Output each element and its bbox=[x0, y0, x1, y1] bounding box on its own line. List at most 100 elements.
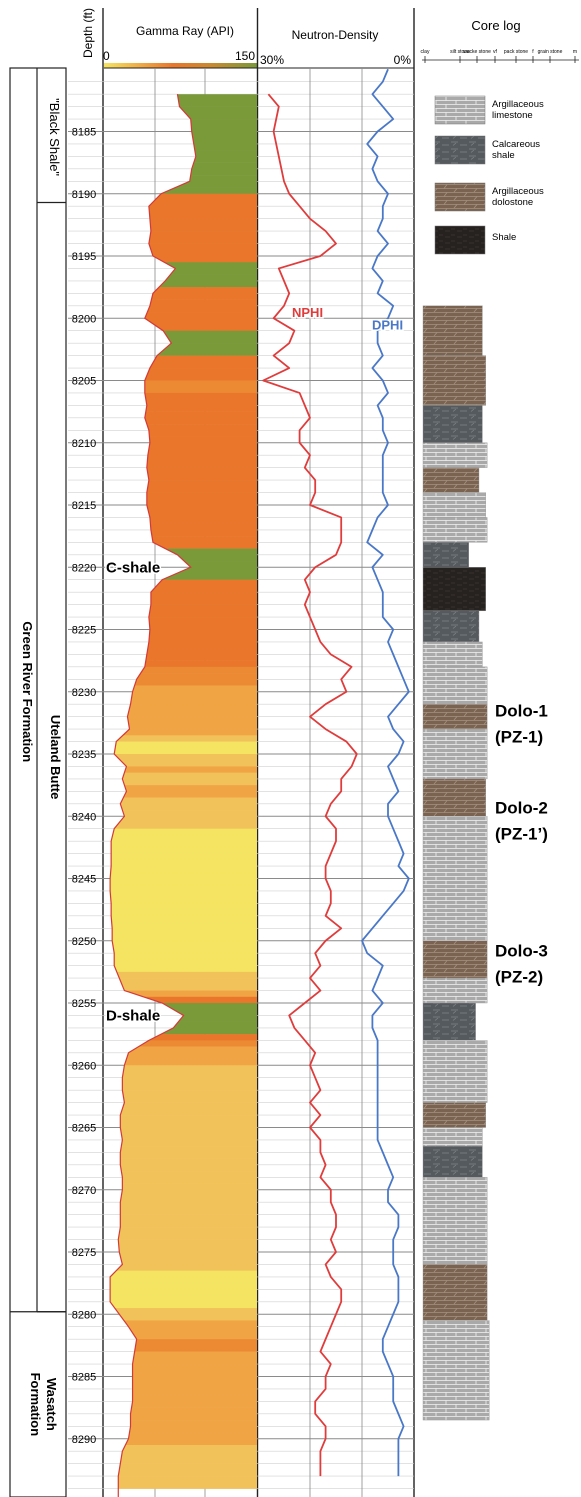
gamma-ray-band bbox=[104, 860, 257, 867]
gamma-ray-band bbox=[104, 524, 257, 531]
gamma-ray-band bbox=[104, 1109, 257, 1116]
depth-tick-label: 8240 bbox=[72, 811, 96, 823]
core-interval-limestone bbox=[423, 978, 487, 1003]
legend-label: limestone bbox=[492, 110, 533, 121]
gamma-ray-band bbox=[104, 798, 257, 805]
gamma-ray-band bbox=[104, 163, 257, 170]
neutron-density-title: Neutron-Density bbox=[292, 28, 379, 42]
gamma-ray-band bbox=[104, 997, 257, 1004]
gamma-ray-band bbox=[104, 517, 257, 524]
gamma-ray-band bbox=[104, 1115, 257, 1122]
gamma-ray-band bbox=[104, 729, 257, 736]
depth-tick-labels: 8185819081958200820582108215822082258230… bbox=[72, 127, 96, 1446]
core-scale-label: m bbox=[573, 49, 577, 55]
gamma-ray-band bbox=[104, 437, 257, 444]
legend-label: Argillaceous bbox=[492, 186, 544, 197]
gamma-ray-band bbox=[104, 181, 257, 188]
gamma-ray-band bbox=[104, 1215, 257, 1222]
gamma-ray-band bbox=[104, 1140, 257, 1147]
gamma-ray-band bbox=[104, 331, 257, 338]
gamma-ray-band bbox=[104, 1408, 257, 1415]
gamma-ray-band bbox=[104, 275, 257, 282]
gamma-ray-band bbox=[104, 1352, 257, 1359]
depth-tick-label: 8235 bbox=[72, 749, 96, 761]
gamma-ray-band bbox=[104, 94, 257, 101]
depth-axis-label: Depth (ft) bbox=[81, 8, 95, 58]
gamma-ray-band bbox=[104, 1059, 257, 1066]
formation-label-line: Wasatch bbox=[44, 1378, 59, 1431]
gamma-ray-band bbox=[104, 748, 257, 755]
gamma-ray-band bbox=[104, 511, 257, 518]
gamma-ray-band bbox=[104, 480, 257, 487]
gamma-ray-band bbox=[104, 1277, 257, 1284]
legend-label: shale bbox=[492, 150, 515, 161]
gamma-ray-band bbox=[104, 580, 257, 587]
depth-tick-label: 8260 bbox=[72, 1060, 96, 1072]
core-interval-calc-shale bbox=[423, 1146, 482, 1177]
nd-scale-left: 30% bbox=[260, 53, 284, 67]
gamma-ray-band bbox=[104, 1121, 257, 1128]
gamma-ray-band bbox=[104, 1264, 257, 1271]
gamma-ray-track: C-shaleD-shale bbox=[104, 94, 257, 1497]
formation-label-wasatch: WasatchFormation bbox=[28, 1373, 59, 1437]
core-interval-calc-shale bbox=[423, 405, 482, 442]
gamma-ray-band bbox=[104, 1171, 257, 1178]
gamma-ray-band bbox=[104, 1445, 257, 1452]
gamma-ray-scale-max: 150 bbox=[235, 49, 255, 63]
gamma-ray-band bbox=[104, 623, 257, 630]
gamma-ray-band bbox=[104, 231, 257, 238]
gamma-ray-band bbox=[104, 194, 257, 201]
core-interval-calc-shale bbox=[423, 542, 469, 567]
core-interval-shale bbox=[423, 567, 486, 611]
gamma-ray-band bbox=[104, 1146, 257, 1153]
gamma-ray-band bbox=[104, 188, 257, 195]
gamma-ray-band bbox=[104, 1128, 257, 1135]
core-interval-dolostone bbox=[423, 1264, 487, 1320]
gamma-ray-band bbox=[104, 468, 257, 475]
gamma-ray-band bbox=[104, 1364, 257, 1371]
gamma-ray-band bbox=[104, 206, 257, 213]
gamma-ray-band bbox=[104, 1103, 257, 1110]
depth-tick-label: 8225 bbox=[72, 625, 96, 637]
gamma-ray-band bbox=[104, 493, 257, 500]
depth-tick-label: 8190 bbox=[72, 189, 96, 201]
gamma-ray-band bbox=[104, 505, 257, 512]
neutron-density-track: NPHIDPHI bbox=[263, 69, 409, 1476]
gamma-ray-band bbox=[104, 879, 257, 886]
gamma-ray-band bbox=[104, 293, 257, 300]
depth-tick-label: 8290 bbox=[72, 1434, 96, 1446]
gamma-ray-band bbox=[104, 200, 257, 207]
legend-label: dolostone bbox=[492, 197, 533, 208]
gamma-ray-band bbox=[104, 1202, 257, 1209]
gamma-ray-band bbox=[104, 418, 257, 425]
gamma-ray-band bbox=[104, 449, 257, 456]
gamma-ray-band bbox=[104, 1283, 257, 1290]
gamma-ray-band bbox=[104, 219, 257, 226]
gamma-ray-band bbox=[104, 1476, 257, 1483]
depth-tick-label: 8205 bbox=[72, 376, 96, 388]
core-scale-label: pack stone bbox=[504, 49, 528, 55]
gamma-ray-band bbox=[104, 1165, 257, 1172]
gamma-ray-band bbox=[104, 1096, 257, 1103]
gamma-ray-band bbox=[104, 368, 257, 375]
gamma-ray-band bbox=[104, 1470, 257, 1477]
gamma-ray-band bbox=[104, 1040, 257, 1047]
gamma-ray-band bbox=[104, 1377, 257, 1384]
gamma-ray-band bbox=[104, 804, 257, 811]
legend-swatch-shale bbox=[435, 226, 485, 254]
gamma-ray-band bbox=[104, 424, 257, 431]
gamma-ray-band bbox=[104, 1246, 257, 1253]
gamma-ray-band bbox=[104, 648, 257, 655]
core-scale-label: vf bbox=[493, 49, 498, 55]
gamma-ray-band bbox=[104, 854, 257, 861]
gamma-ray-band bbox=[104, 1047, 257, 1054]
gamma-ray-band bbox=[104, 1090, 257, 1097]
core-interval-limestone bbox=[423, 642, 482, 667]
gamma-ray-band bbox=[104, 1084, 257, 1091]
legend-swatch-limestone bbox=[435, 96, 485, 124]
gamma-ray-band bbox=[104, 1159, 257, 1166]
gamma-ray-band bbox=[104, 822, 257, 829]
core-interval-limestone bbox=[423, 1240, 487, 1265]
core-interval-limestone bbox=[423, 667, 487, 704]
